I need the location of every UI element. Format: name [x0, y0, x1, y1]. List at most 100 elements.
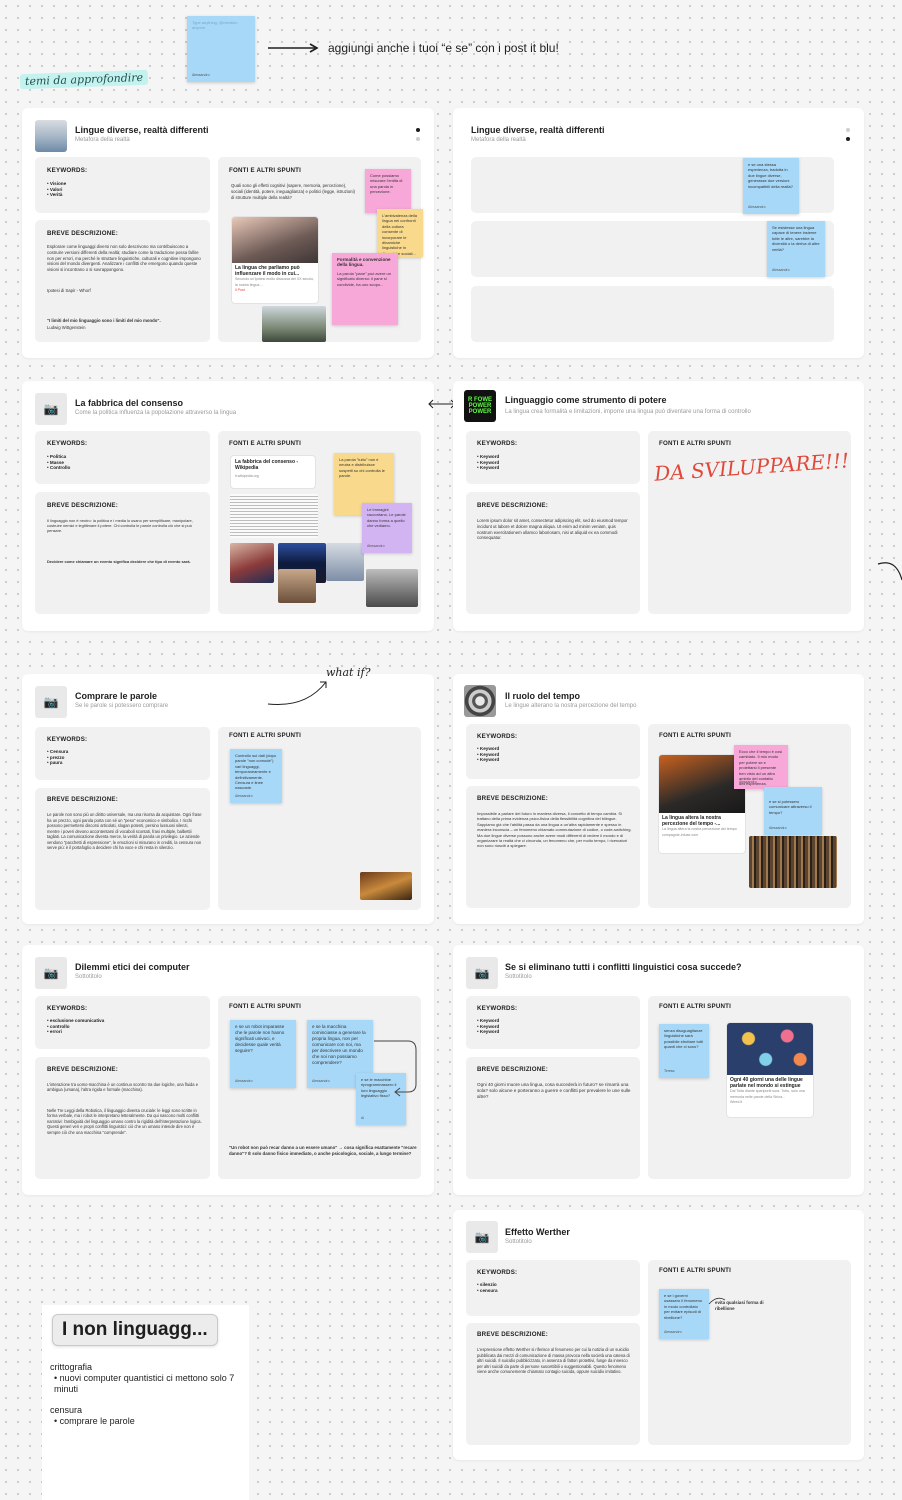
- sticky-note-pink[interactable]: Ecco che il tempo è così cambiato. Il mi…: [734, 745, 788, 789]
- description-panel: [35, 220, 210, 342]
- what-if-note: what if?: [326, 666, 371, 679]
- keywords-label: KEYWORDS:: [477, 733, 518, 740]
- building-image: [262, 306, 326, 342]
- sources-label: FONTI E ALTRI SPUNTI: [229, 440, 302, 447]
- description-text: Impossibile a parlare del futuro in mani…: [477, 811, 632, 849]
- photo-image: [278, 569, 316, 603]
- link-preview-card[interactable]: La lingua altera la nostra percezione de…: [658, 754, 746, 854]
- keywords-list: Keyword Keyword Keyword: [477, 1018, 499, 1035]
- description-panel: [466, 1323, 640, 1445]
- sticky-note-blue[interactable]: Se esistesse una lingua capace di tenere…: [767, 221, 825, 277]
- description-panel: [35, 492, 210, 614]
- sticky-author: Alessandro: [312, 1078, 330, 1083]
- card-title: Comprare le parole: [75, 691, 158, 701]
- sticky-note-blue[interactable]: e se le macchine riprogrammassero il lor…: [356, 1073, 406, 1125]
- keyword: Keyword: [477, 460, 499, 466]
- sticky-title: Formalità e convenzione della lingua.: [337, 257, 391, 268]
- card-title: Effetto Werther: [505, 1227, 570, 1237]
- document-image: [230, 494, 318, 538]
- sticky-note-pink[interactable]: Formalità e convenzione della lingua. La…: [332, 253, 398, 325]
- sticky-note-blue[interactable]: e se si potessero comunicare attraverso …: [764, 787, 822, 835]
- description-panel: [35, 1057, 210, 1179]
- section-tag: temi da approfondire: [19, 69, 149, 90]
- sticky-author: Alessandro: [664, 1329, 682, 1334]
- sticky-text: La parola "tutto" non è neutra e distrib…: [339, 457, 385, 479]
- annotation-arrow-icon: [708, 1297, 726, 1305]
- sources-label: FONTI E ALTRI SPUNTI: [659, 440, 732, 447]
- link-preview-desc: La lingua altera la nostra percezione de…: [662, 827, 737, 831]
- keyword: silenzio: [477, 1282, 498, 1288]
- sources-bullet: Quali sono gli effetti cognitivi (sapere…: [231, 183, 355, 200]
- card-title: Lingue diverse, realtà differenti: [471, 125, 605, 135]
- card-subtitle: Le lingue alterano la nostra percezione …: [505, 703, 637, 709]
- keyword: Masse: [47, 460, 70, 466]
- sticky-text: Come possiamo misurare l'entità di una p…: [370, 173, 403, 195]
- link-preview-card[interactable]: La lingua che parliamo può influenzare i…: [231, 216, 319, 304]
- photo-image: [230, 543, 274, 583]
- description-label: BREVE DESCRIZIONE:: [47, 796, 118, 803]
- card-title: La fabbrica del consenso: [75, 398, 184, 408]
- card-subtitle: Sottotitolo: [505, 1239, 532, 1245]
- sources-label: FONTI E ALTRI SPUNTI: [659, 1267, 732, 1274]
- sticky-note-blue[interactable]: e se un robot imparasse che le parole no…: [230, 1020, 296, 1088]
- card-title: Se si eliminano tutti i conflitti lingui…: [505, 962, 742, 972]
- pagination-dot[interactable]: [846, 128, 850, 132]
- sticky-note-blue[interactable]: senza disuguaglianze linguistiche sarà p…: [659, 1024, 709, 1078]
- sticky-note-blue[interactable]: Controllo sui dati (dopo parole "non com…: [230, 749, 282, 803]
- link-preview-title: Ogni 40 giorni una delle lingue parlate …: [730, 1077, 803, 1089]
- sticky-note-blue[interactable]: e se una stessa esperienza, tradotta in …: [743, 158, 799, 214]
- card-title: Il ruolo del tempo: [505, 691, 581, 701]
- description-panel: [466, 1057, 640, 1179]
- link-preview-image: [659, 755, 745, 813]
- sticky-note-yellow[interactable]: L'ambivalenza della lingua nei confronti…: [377, 209, 423, 257]
- sticky-text: Le immagini raccontano. Le parole danno …: [367, 507, 406, 529]
- sources-label: FONTI E ALTRI SPUNTI: [659, 1003, 732, 1010]
- link-preview-card[interactable]: La fabbrica del consenso - Wikipedia it.…: [230, 455, 316, 489]
- notes-item-bullet: nuovi computer quantistici ci mettono so…: [54, 1373, 244, 1395]
- quote-text: "I limiti del mio linguaggio sono i limi…: [47, 318, 161, 323]
- intro-sticky-note[interactable]: Type anything, @mention anyone Alessandr…: [187, 16, 255, 82]
- quote-author: Ludwig Wittgenstein: [47, 325, 86, 330]
- keyword: Verità: [47, 192, 66, 198]
- keyword: Keyword: [477, 752, 499, 758]
- sticky-note-blue[interactable]: e se i governi usassero il fenomeno in m…: [659, 1289, 709, 1339]
- card-title: Lingue diverse, realtà differenti: [75, 125, 209, 135]
- curve-arrow-icon: [267, 681, 327, 706]
- keyword: esclusione comunicativa: [47, 1018, 104, 1024]
- description-label: BREVE DESCRIZIONE:: [477, 1066, 548, 1073]
- pagination-dot[interactable]: [416, 137, 420, 141]
- keyword: Keyword: [477, 1018, 499, 1024]
- sticky-note-pink[interactable]: Come possiamo misurare l'entità di una p…: [365, 169, 411, 213]
- keywords-label: KEYWORDS:: [47, 736, 88, 743]
- link-preview-image: [727, 1023, 813, 1075]
- notes-item-bullet: comprare le parole: [54, 1416, 244, 1427]
- camera-icon: 📷: [466, 957, 498, 989]
- notes-title-chip[interactable]: I non linguagg...: [52, 1314, 218, 1346]
- camera-icon: 📷: [466, 1221, 498, 1253]
- link-preview-card[interactable]: Ogni 40 giorni una delle lingue parlate …: [726, 1022, 814, 1118]
- sticky-text: e se la macchina cominciasse a generare …: [312, 1024, 366, 1065]
- description-label: BREVE DESCRIZIONE:: [47, 502, 118, 509]
- keyword: censura: [477, 1288, 498, 1294]
- keyword: Keyword: [477, 1029, 499, 1035]
- pagination-dot-active[interactable]: [416, 128, 420, 132]
- sources-panel: [648, 431, 851, 614]
- sticky-text: Controllo sui dati (dopo parole "non com…: [235, 753, 277, 791]
- sticky-note-blue[interactable]: e se la macchina cominciasse a generare …: [307, 1020, 373, 1088]
- sticky-text: La parola "pane" può avere un significat…: [337, 270, 391, 287]
- description-label: BREVE DESCRIZIONE:: [47, 230, 118, 237]
- keyword: Keyword: [477, 465, 499, 471]
- sticky-author: Alessandro: [748, 204, 766, 209]
- description-extra: Nelle Tre Leggi della Robotica, il lingu…: [47, 1108, 202, 1135]
- keywords-label: KEYWORDS:: [47, 167, 88, 174]
- link-preview-title: La fabbrica del consenso - Wikipedia: [235, 459, 299, 471]
- link-preview-source: il Post: [235, 288, 245, 292]
- description-text: L'espressione effetto Werther si riferis…: [477, 1347, 630, 1374]
- empty-panel: [471, 286, 834, 342]
- sticky-author: Alessandro: [769, 825, 787, 830]
- sources-panel: [648, 1260, 851, 1445]
- sticky-note-purple[interactable]: Le immagini raccontano. Le parole danno …: [362, 503, 412, 553]
- sources-label: FONTI E ALTRI SPUNTI: [229, 167, 302, 174]
- description-panel: [35, 788, 210, 910]
- pagination-dot-active[interactable]: [846, 137, 850, 141]
